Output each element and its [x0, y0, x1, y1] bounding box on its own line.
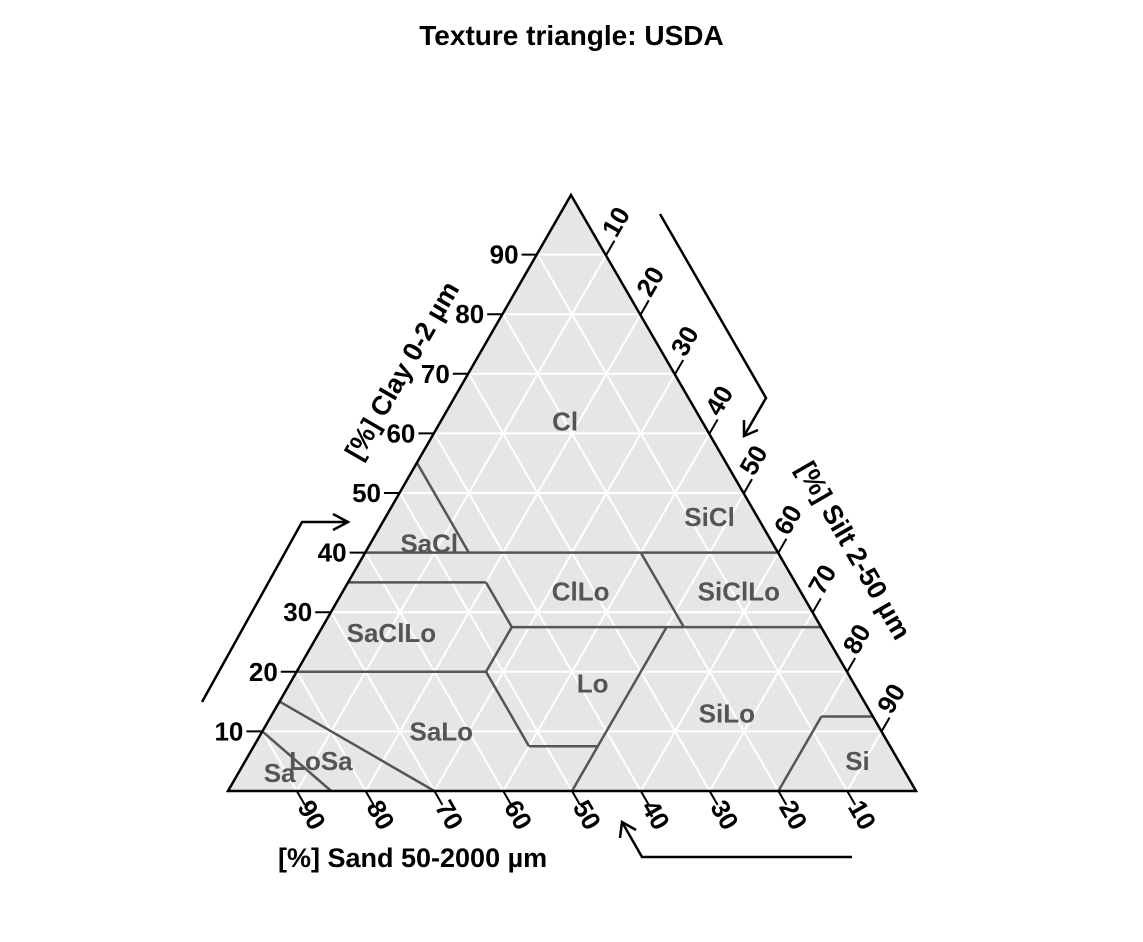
class-boundary-9 — [570, 745, 599, 792]
sand-axis-label: [%] Sand 50-2000 µm — [278, 843, 547, 873]
class-label-sicl: SiCl — [684, 502, 735, 532]
grid-line-silt-30 — [433, 373, 677, 792]
class-label-sacllo: SaClLo — [347, 618, 437, 648]
silt-tick-label-30: 30 — [664, 321, 704, 361]
grid-line-sand-30 — [467, 373, 711, 792]
silt-tick-label-40: 40 — [699, 380, 739, 420]
class-boundary-10 — [596, 626, 668, 747]
class-label-si: Si — [845, 746, 870, 776]
grid-line-sand-50 — [399, 492, 573, 792]
class-boundary-17 — [777, 715, 823, 792]
grid-line-silt-60 — [639, 552, 780, 792]
sand-tick-label-70: 70 — [429, 795, 469, 835]
class-label-cllo: ClLo — [552, 576, 610, 606]
class-labels: Cl SiCl SaCl ClLo SiClLo SaClLo Lo SiLo SaLo LoSa… — [264, 406, 870, 788]
sand-tick-label-40: 40 — [636, 795, 676, 835]
silt-tick-40 — [708, 419, 719, 434]
class-boundary-15 — [261, 730, 333, 792]
clay-tick-label-60: 60 — [386, 418, 415, 448]
sand-tick-80 — [364, 790, 375, 806]
grid-line-sand-70 — [330, 611, 436, 792]
axis-direction-arrows — [200, 213, 852, 859]
silt-tick-label-80: 80 — [836, 619, 876, 659]
sand-direction-arrow — [618, 819, 852, 859]
silt-tick-70 — [811, 597, 822, 613]
clay-direction-arrow — [200, 512, 351, 703]
clay-tick-label-50: 50 — [352, 478, 381, 508]
class-label-cl: Cl — [552, 406, 578, 436]
class-label-silo: SiLo — [699, 699, 755, 729]
clay-tick-label-20: 20 — [249, 657, 278, 687]
class-label-losa: LoSa — [289, 746, 353, 776]
silt-tick-50 — [743, 478, 753, 494]
sand-tick-label-10: 10 — [842, 795, 882, 835]
class-boundary-0 — [416, 462, 470, 554]
class-boundaries — [261, 462, 873, 793]
silt-tick-label-20: 20 — [630, 261, 670, 301]
silt-tick-90 — [880, 717, 891, 732]
sand-tick-30 — [708, 790, 719, 806]
class-label-lo: Lo — [577, 669, 609, 699]
sand-tick-label-50: 50 — [567, 795, 607, 835]
sand-tick-90 — [295, 790, 306, 806]
clay-tick-label-10: 10 — [214, 716, 243, 746]
sand-tick-label-30: 30 — [704, 795, 744, 835]
sand-tick-60 — [502, 790, 513, 806]
clay-tick-label-40: 40 — [318, 538, 347, 568]
clay-tick-label-70: 70 — [421, 359, 450, 389]
clay-tick-label-80: 80 — [455, 299, 484, 329]
sand-tick-label-80: 80 — [360, 795, 400, 835]
class-boundary-7 — [484, 671, 531, 747]
class-label-sicllo: SiClLo — [698, 576, 780, 606]
silt-tick-30 — [674, 359, 685, 375]
clay-tick-label-30: 30 — [283, 597, 312, 627]
silt-tick-label-50: 50 — [733, 440, 773, 480]
class-boundary-5 — [484, 626, 513, 673]
sand-tick-label-20: 20 — [773, 795, 813, 835]
sand-tick-10 — [846, 790, 857, 806]
clay-tick-label-90: 90 — [490, 240, 519, 270]
silt-tick-60 — [777, 538, 788, 554]
sand-tick-label-60: 60 — [498, 795, 538, 835]
class-label-sacl: SaCl — [400, 529, 458, 559]
sand-tick-40 — [639, 790, 650, 806]
grid-line-sand-10 — [536, 254, 849, 792]
silt-tick-label-90: 90 — [871, 678, 911, 718]
sand-tick-20 — [777, 790, 788, 806]
grid-line-sand-90 — [261, 730, 298, 792]
silt-tick-label-10: 10 — [596, 202, 636, 242]
silt-tick-label-70: 70 — [802, 559, 842, 599]
grid-line-silt-70 — [708, 611, 814, 792]
sand-tick-50 — [571, 790, 581, 806]
class-label-sa: Sa — [264, 758, 296, 788]
silt-tick-10 — [605, 240, 616, 256]
sand-tick-70 — [433, 790, 444, 806]
class-boundary-3 — [484, 581, 513, 628]
silt-tick-20 — [639, 299, 650, 315]
class-boundary-11 — [639, 551, 685, 628]
silt-direction-arrow — [658, 213, 768, 438]
class-label-salo: SaLo — [409, 716, 473, 746]
grid-line-silt-90 — [846, 730, 883, 792]
silt-tick-label-60: 60 — [768, 500, 808, 540]
class-boundary-14 — [278, 700, 436, 793]
silt-tick-80 — [846, 657, 857, 673]
chart-title: Texture triangle: USDA — [419, 20, 724, 51]
sand-tick-label-90: 90 — [292, 795, 332, 835]
